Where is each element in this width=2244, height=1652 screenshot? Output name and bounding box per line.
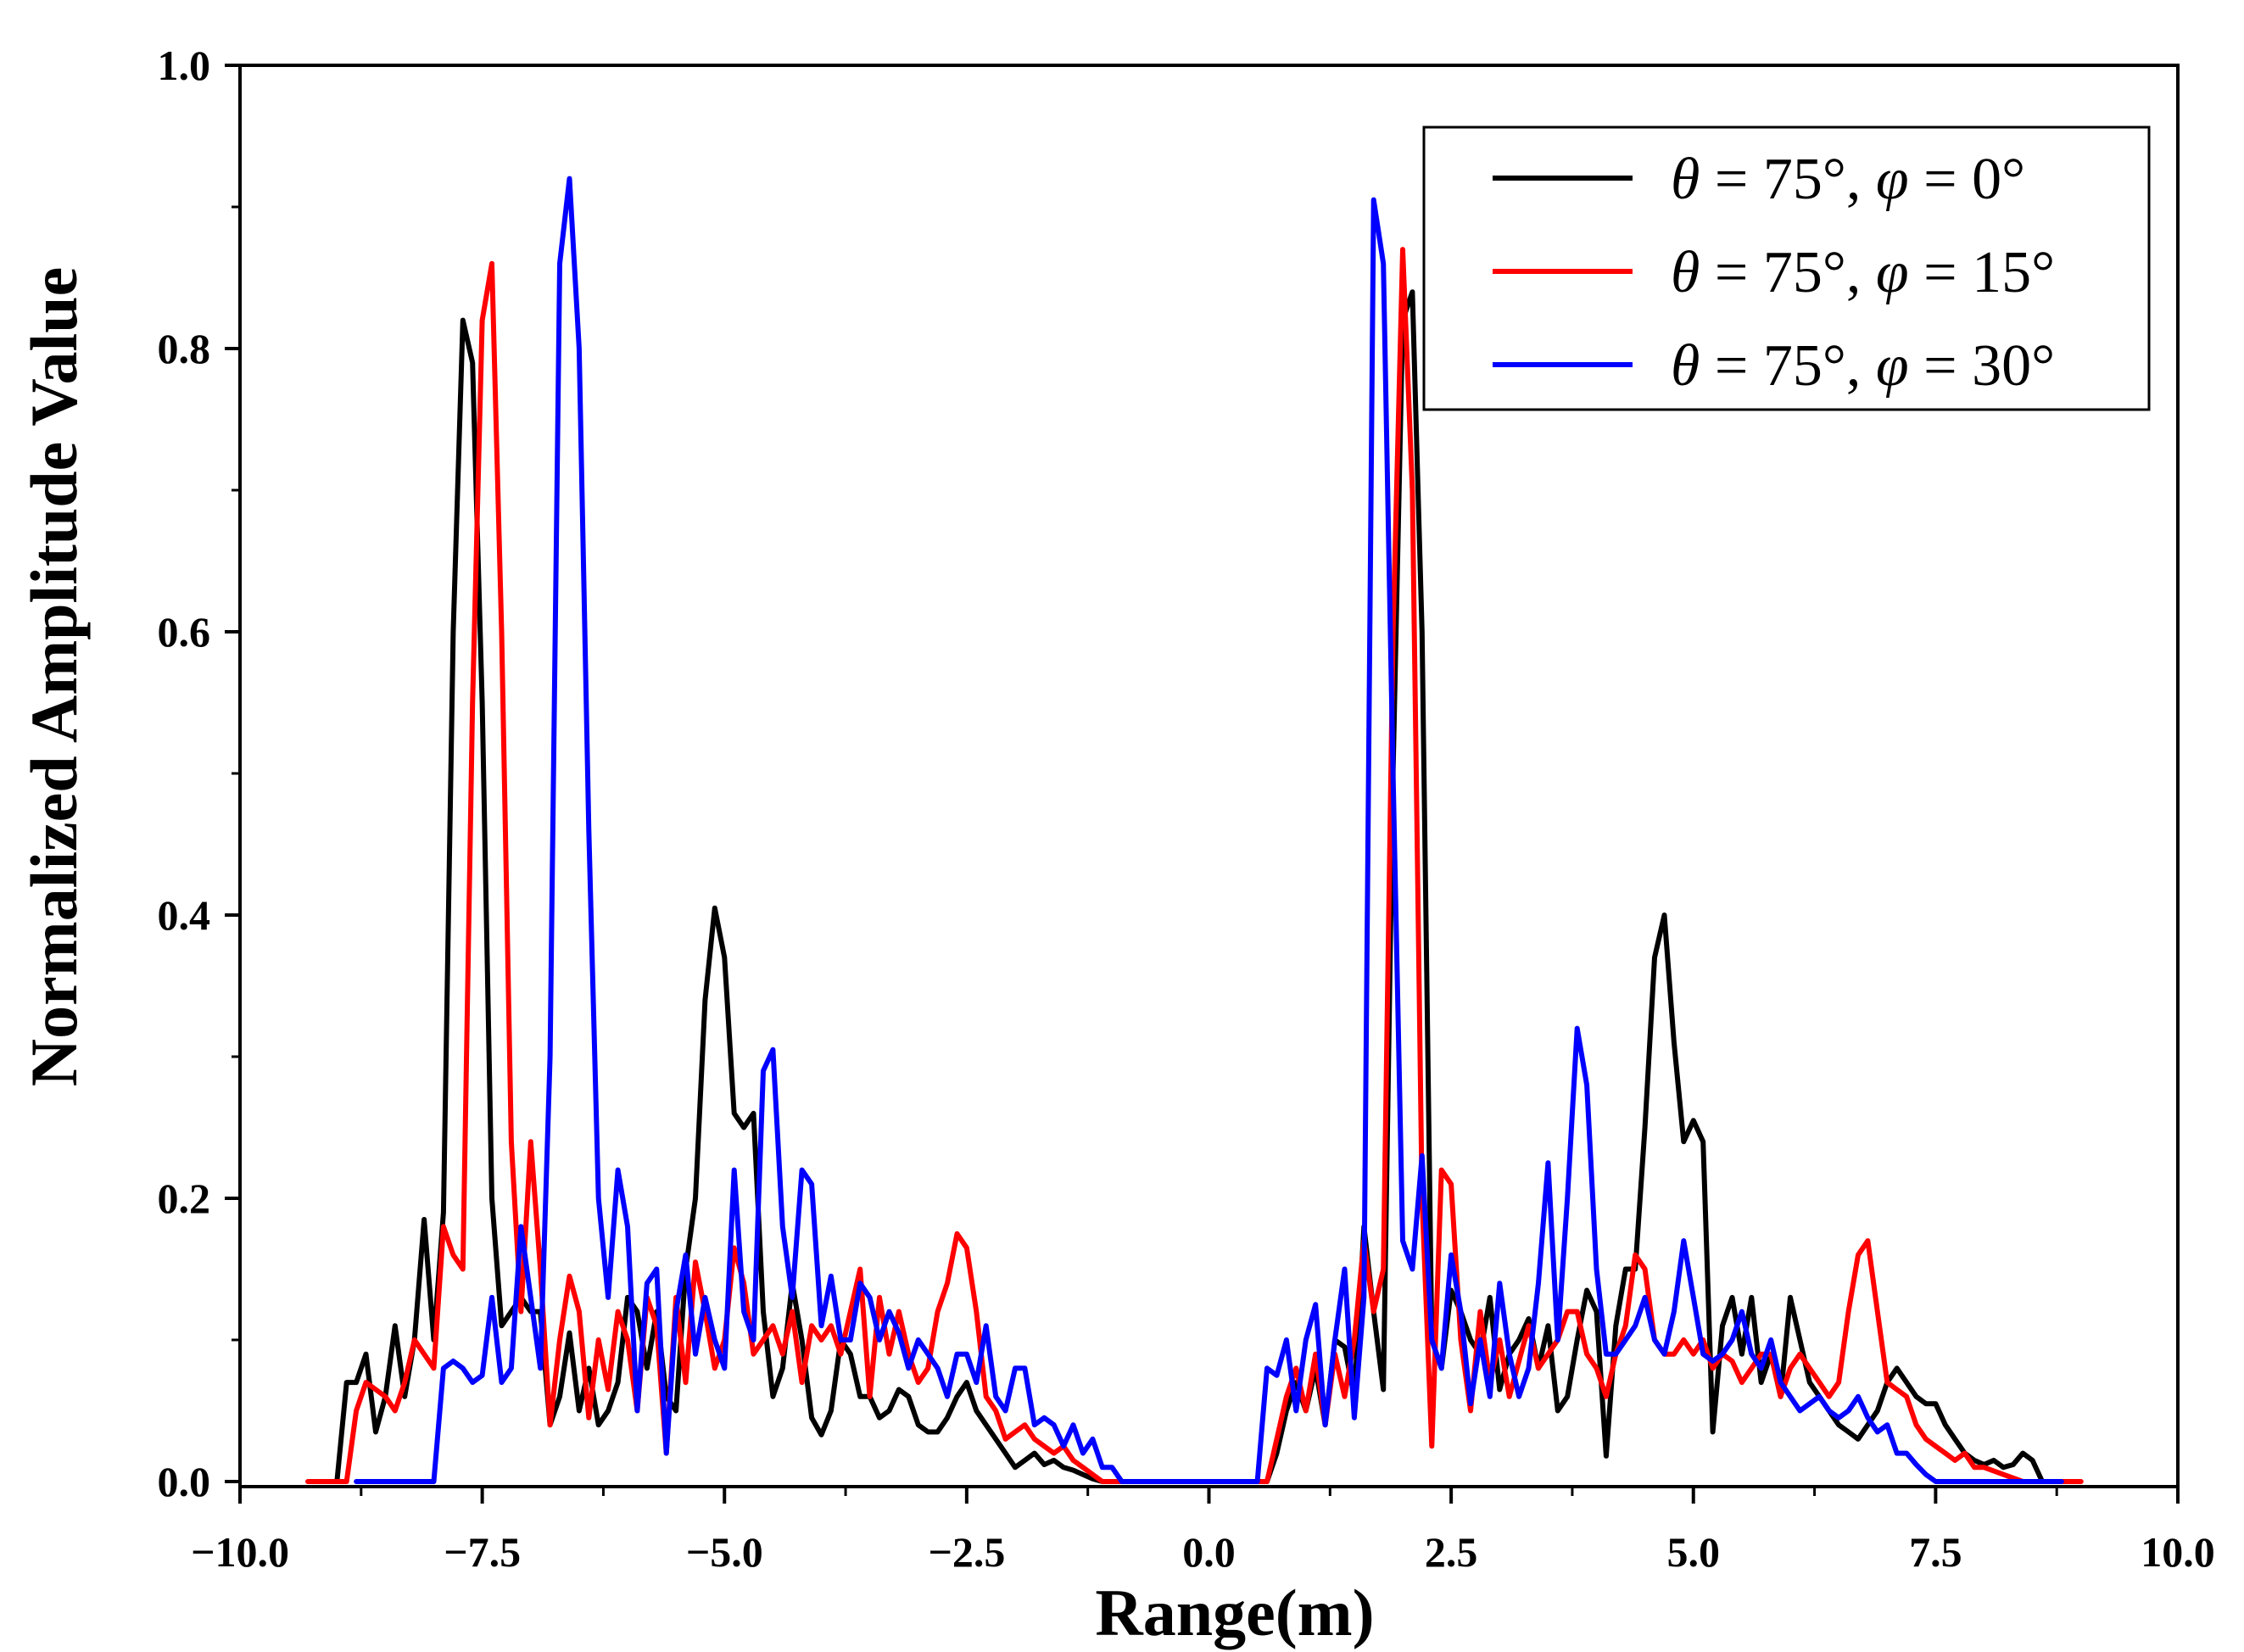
x-tick-label: 0.0 [1182, 1528, 1236, 1576]
y-axis-ticks: 0.0 0.2 0.4 0.6 0.8 1.0 [158, 42, 240, 1505]
x-tick-label: 2.5 [1425, 1528, 1478, 1576]
x-tick-label: −7.5 [444, 1528, 521, 1576]
y-tick-label: 0.8 [158, 325, 211, 372]
x-tick-label: −2.5 [928, 1528, 1005, 1576]
legend-label-2: θ = 75°, φ = 30° [1671, 333, 2055, 399]
series-line-2 [354, 176, 2064, 1484]
x-tick-label: 7.5 [1909, 1528, 1962, 1576]
y-tick-label: 0.2 [158, 1175, 211, 1222]
y-tick-label: 0.0 [158, 1458, 211, 1505]
x-axis-title: Range(m) [1095, 1576, 1374, 1649]
y-tick-label: 1.0 [158, 42, 211, 89]
x-tick-label: 10.0 [2141, 1528, 2215, 1576]
legend-label-1: θ = 75°, φ = 15° [1671, 240, 2055, 305]
series-layer [305, 176, 2084, 1484]
legend: θ = 75°, φ = 0° θ = 75°, φ = 15° θ = 75°, … [1422, 126, 2151, 411]
y-tick-label: 0.4 [158, 891, 211, 939]
y-axis-title: Normalized Amplitude Value [17, 267, 91, 1086]
x-tick-label: 5.0 [1667, 1528, 1721, 1576]
x-axis-ticks: −10.0 −7.5 −5.0 −2.5 0.0 2.5 5.0 7.5 10.0 [191, 1487, 2215, 1576]
x-tick-label: −5.0 [686, 1528, 763, 1576]
y-tick-label: 0.6 [158, 608, 211, 656]
legend-label-0: θ = 75°, φ = 0° [1671, 147, 2025, 212]
x-tick-label: −10.0 [191, 1528, 289, 1576]
series-line-1 [305, 247, 2084, 1484]
